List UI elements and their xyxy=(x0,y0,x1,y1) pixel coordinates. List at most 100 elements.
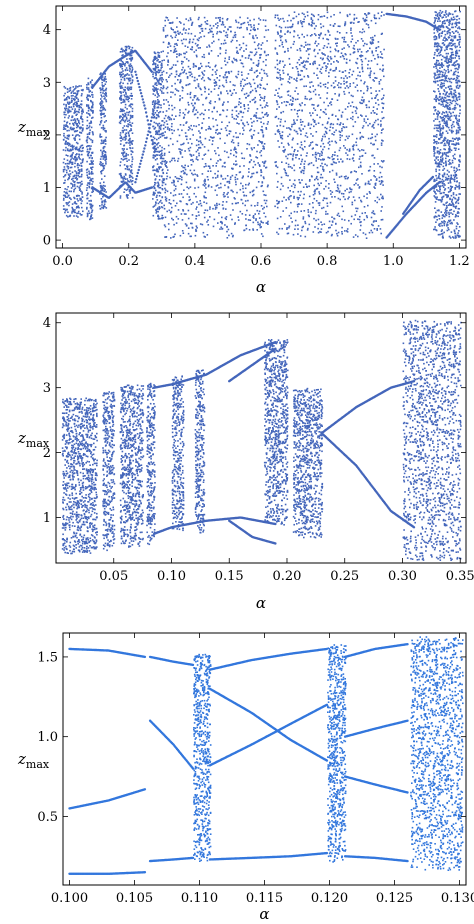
point xyxy=(261,77,263,79)
point xyxy=(80,89,83,91)
point xyxy=(172,91,174,94)
point xyxy=(77,125,79,128)
point xyxy=(329,102,331,104)
point xyxy=(126,87,129,90)
point xyxy=(125,152,128,155)
point xyxy=(189,186,192,188)
point xyxy=(310,133,312,135)
point xyxy=(77,200,79,202)
point xyxy=(373,14,376,16)
point xyxy=(322,111,325,113)
point xyxy=(380,219,383,221)
point xyxy=(380,120,382,122)
point xyxy=(86,124,88,127)
point xyxy=(122,116,124,119)
point xyxy=(203,216,206,219)
point xyxy=(456,121,458,124)
point xyxy=(160,153,162,156)
point xyxy=(235,136,238,139)
point xyxy=(356,137,358,140)
point xyxy=(102,156,105,158)
point xyxy=(452,130,454,133)
point xyxy=(183,166,186,169)
point xyxy=(346,154,349,156)
point xyxy=(264,19,267,22)
point xyxy=(224,26,226,28)
point xyxy=(243,93,246,96)
point xyxy=(159,217,161,220)
point xyxy=(129,77,132,80)
point xyxy=(344,41,347,43)
point xyxy=(219,47,222,49)
point xyxy=(437,130,440,132)
point xyxy=(120,85,123,87)
point xyxy=(105,155,107,158)
point xyxy=(382,161,384,163)
point xyxy=(63,182,65,184)
point xyxy=(445,39,448,41)
point xyxy=(64,179,66,182)
point xyxy=(266,83,268,86)
point xyxy=(279,18,282,20)
point xyxy=(122,73,124,75)
point xyxy=(74,209,76,211)
point xyxy=(363,195,365,198)
point xyxy=(156,60,158,62)
point xyxy=(90,178,92,180)
point xyxy=(70,145,72,147)
point xyxy=(310,17,313,19)
point xyxy=(228,121,231,124)
point xyxy=(70,198,72,201)
point xyxy=(290,109,293,111)
point xyxy=(210,186,213,188)
point xyxy=(302,148,304,151)
point xyxy=(194,95,197,97)
point xyxy=(64,163,67,165)
point xyxy=(179,200,181,202)
point xyxy=(185,181,188,184)
point xyxy=(85,189,88,191)
point xyxy=(341,218,343,221)
point xyxy=(322,170,325,172)
point xyxy=(120,66,122,68)
point xyxy=(104,185,106,187)
point xyxy=(74,162,76,165)
point xyxy=(292,43,295,45)
point xyxy=(286,90,289,93)
point xyxy=(296,98,299,100)
point xyxy=(374,112,376,114)
point xyxy=(262,19,265,21)
point xyxy=(179,99,181,102)
point xyxy=(242,187,244,190)
point xyxy=(231,167,233,170)
point xyxy=(332,127,334,129)
point xyxy=(248,168,250,170)
point xyxy=(355,17,358,19)
point xyxy=(242,42,245,45)
point xyxy=(193,79,196,82)
point xyxy=(256,229,258,231)
point xyxy=(77,142,79,145)
point xyxy=(126,82,129,85)
point xyxy=(165,236,168,238)
point xyxy=(457,202,460,205)
point xyxy=(154,159,157,161)
point xyxy=(224,42,227,44)
point xyxy=(260,174,262,177)
point xyxy=(70,182,72,185)
point xyxy=(123,99,126,102)
point xyxy=(303,75,306,78)
point xyxy=(331,98,333,100)
point xyxy=(282,185,284,187)
point xyxy=(309,127,312,130)
point xyxy=(195,49,197,52)
point xyxy=(287,94,290,96)
point xyxy=(161,149,163,152)
point xyxy=(128,141,131,143)
point xyxy=(303,46,305,48)
point xyxy=(234,31,236,34)
point xyxy=(306,152,308,154)
point xyxy=(169,176,171,179)
point xyxy=(260,117,262,120)
point xyxy=(166,175,169,178)
